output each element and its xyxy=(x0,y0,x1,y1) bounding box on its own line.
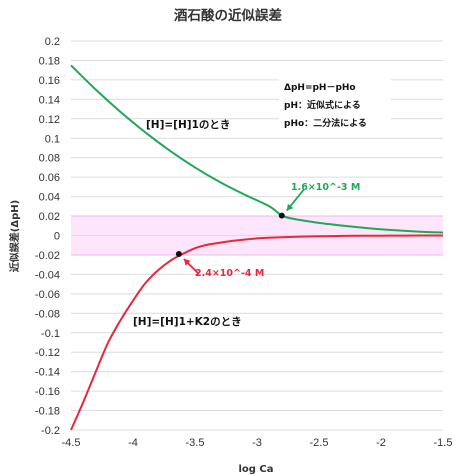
y-tick-layer: -0.2 -0.18 -0.16 -0.14 -0.12 -0.1 -0.08 -0.06 -0… xyxy=(35,36,60,437)
chart-title: 酒石酸の近似誤差 xyxy=(174,7,282,24)
marker-arrow-head xyxy=(286,203,294,211)
y-tick-label: 0.08 xyxy=(39,153,60,165)
y-tick-label: 0.2 xyxy=(45,36,60,48)
y-tick-label: 0.06 xyxy=(39,172,60,184)
x-tick-label: -4.5 xyxy=(62,437,81,449)
y-tick-label: -0.2 xyxy=(41,425,60,437)
annotation-box: ΔpH=pH－pHo pH：近似式による pHo：二分法による xyxy=(279,74,391,136)
y-tick-label: 0 xyxy=(54,231,60,243)
legend-green-series: [H]=[H]1のとき xyxy=(146,119,230,131)
x-tick-label: -1.5 xyxy=(434,437,453,449)
x-tick-label: -3.5 xyxy=(186,437,205,449)
y-tick-label: -0.18 xyxy=(35,406,60,418)
red-series-line xyxy=(70,234,444,431)
y-tick-label: -0.14 xyxy=(35,367,60,379)
marker-point xyxy=(278,212,285,219)
marker-arrow-head xyxy=(183,258,191,266)
legend-red-series: [H]=[H]1+K2のとき xyxy=(133,316,242,328)
y-tick-label: -0.06 xyxy=(35,289,60,301)
y-tick-label: 0.12 xyxy=(39,114,60,126)
x-tick-label: -2 xyxy=(376,437,386,449)
y-tick-label: 0.16 xyxy=(39,75,60,87)
y-tick-label: -0.02 xyxy=(35,250,60,262)
y-tick-label: -0.08 xyxy=(35,308,60,320)
x-tick-layer: -4.5 -4 -3.5 -3 -2.5 -2 -1.5 xyxy=(62,437,453,449)
y-tick-label: 0.02 xyxy=(39,211,60,223)
y-tick-label: 0.04 xyxy=(39,192,60,204)
x-tick-label: -3 xyxy=(252,437,262,449)
annotation-delta-ph: ΔpH=pH－pHo xyxy=(284,83,356,93)
marker-point xyxy=(175,250,182,257)
x-tick-label: -4 xyxy=(128,437,138,449)
marker-label-red: 2.4×10^-4 M xyxy=(195,268,264,279)
series-layer xyxy=(70,64,444,431)
y-tick-label: 0.14 xyxy=(39,94,60,106)
marker-layer xyxy=(175,188,305,275)
y-tick-label: 0.18 xyxy=(39,55,60,67)
marker-label-green: 1.6×10^-3 M xyxy=(291,182,360,193)
y-tick-label: -0.12 xyxy=(35,347,60,359)
annotation-box-frame xyxy=(279,74,391,136)
annotation-ph: pH：近似式による xyxy=(284,99,361,111)
y-tick-label: 0.1 xyxy=(45,133,60,145)
y-tick-label: -0.04 xyxy=(35,269,60,281)
x-axis-label: log Ca xyxy=(238,464,273,475)
x-tick-label: -2.5 xyxy=(310,437,329,449)
y-tick-label: -0.1 xyxy=(41,328,60,340)
y-axis-label: 近似誤差(ΔpH) xyxy=(8,200,21,272)
annotation-pho: pHo：二分法による xyxy=(284,117,367,129)
y-tick-label: -0.16 xyxy=(35,386,60,398)
green-series-line xyxy=(70,64,444,234)
